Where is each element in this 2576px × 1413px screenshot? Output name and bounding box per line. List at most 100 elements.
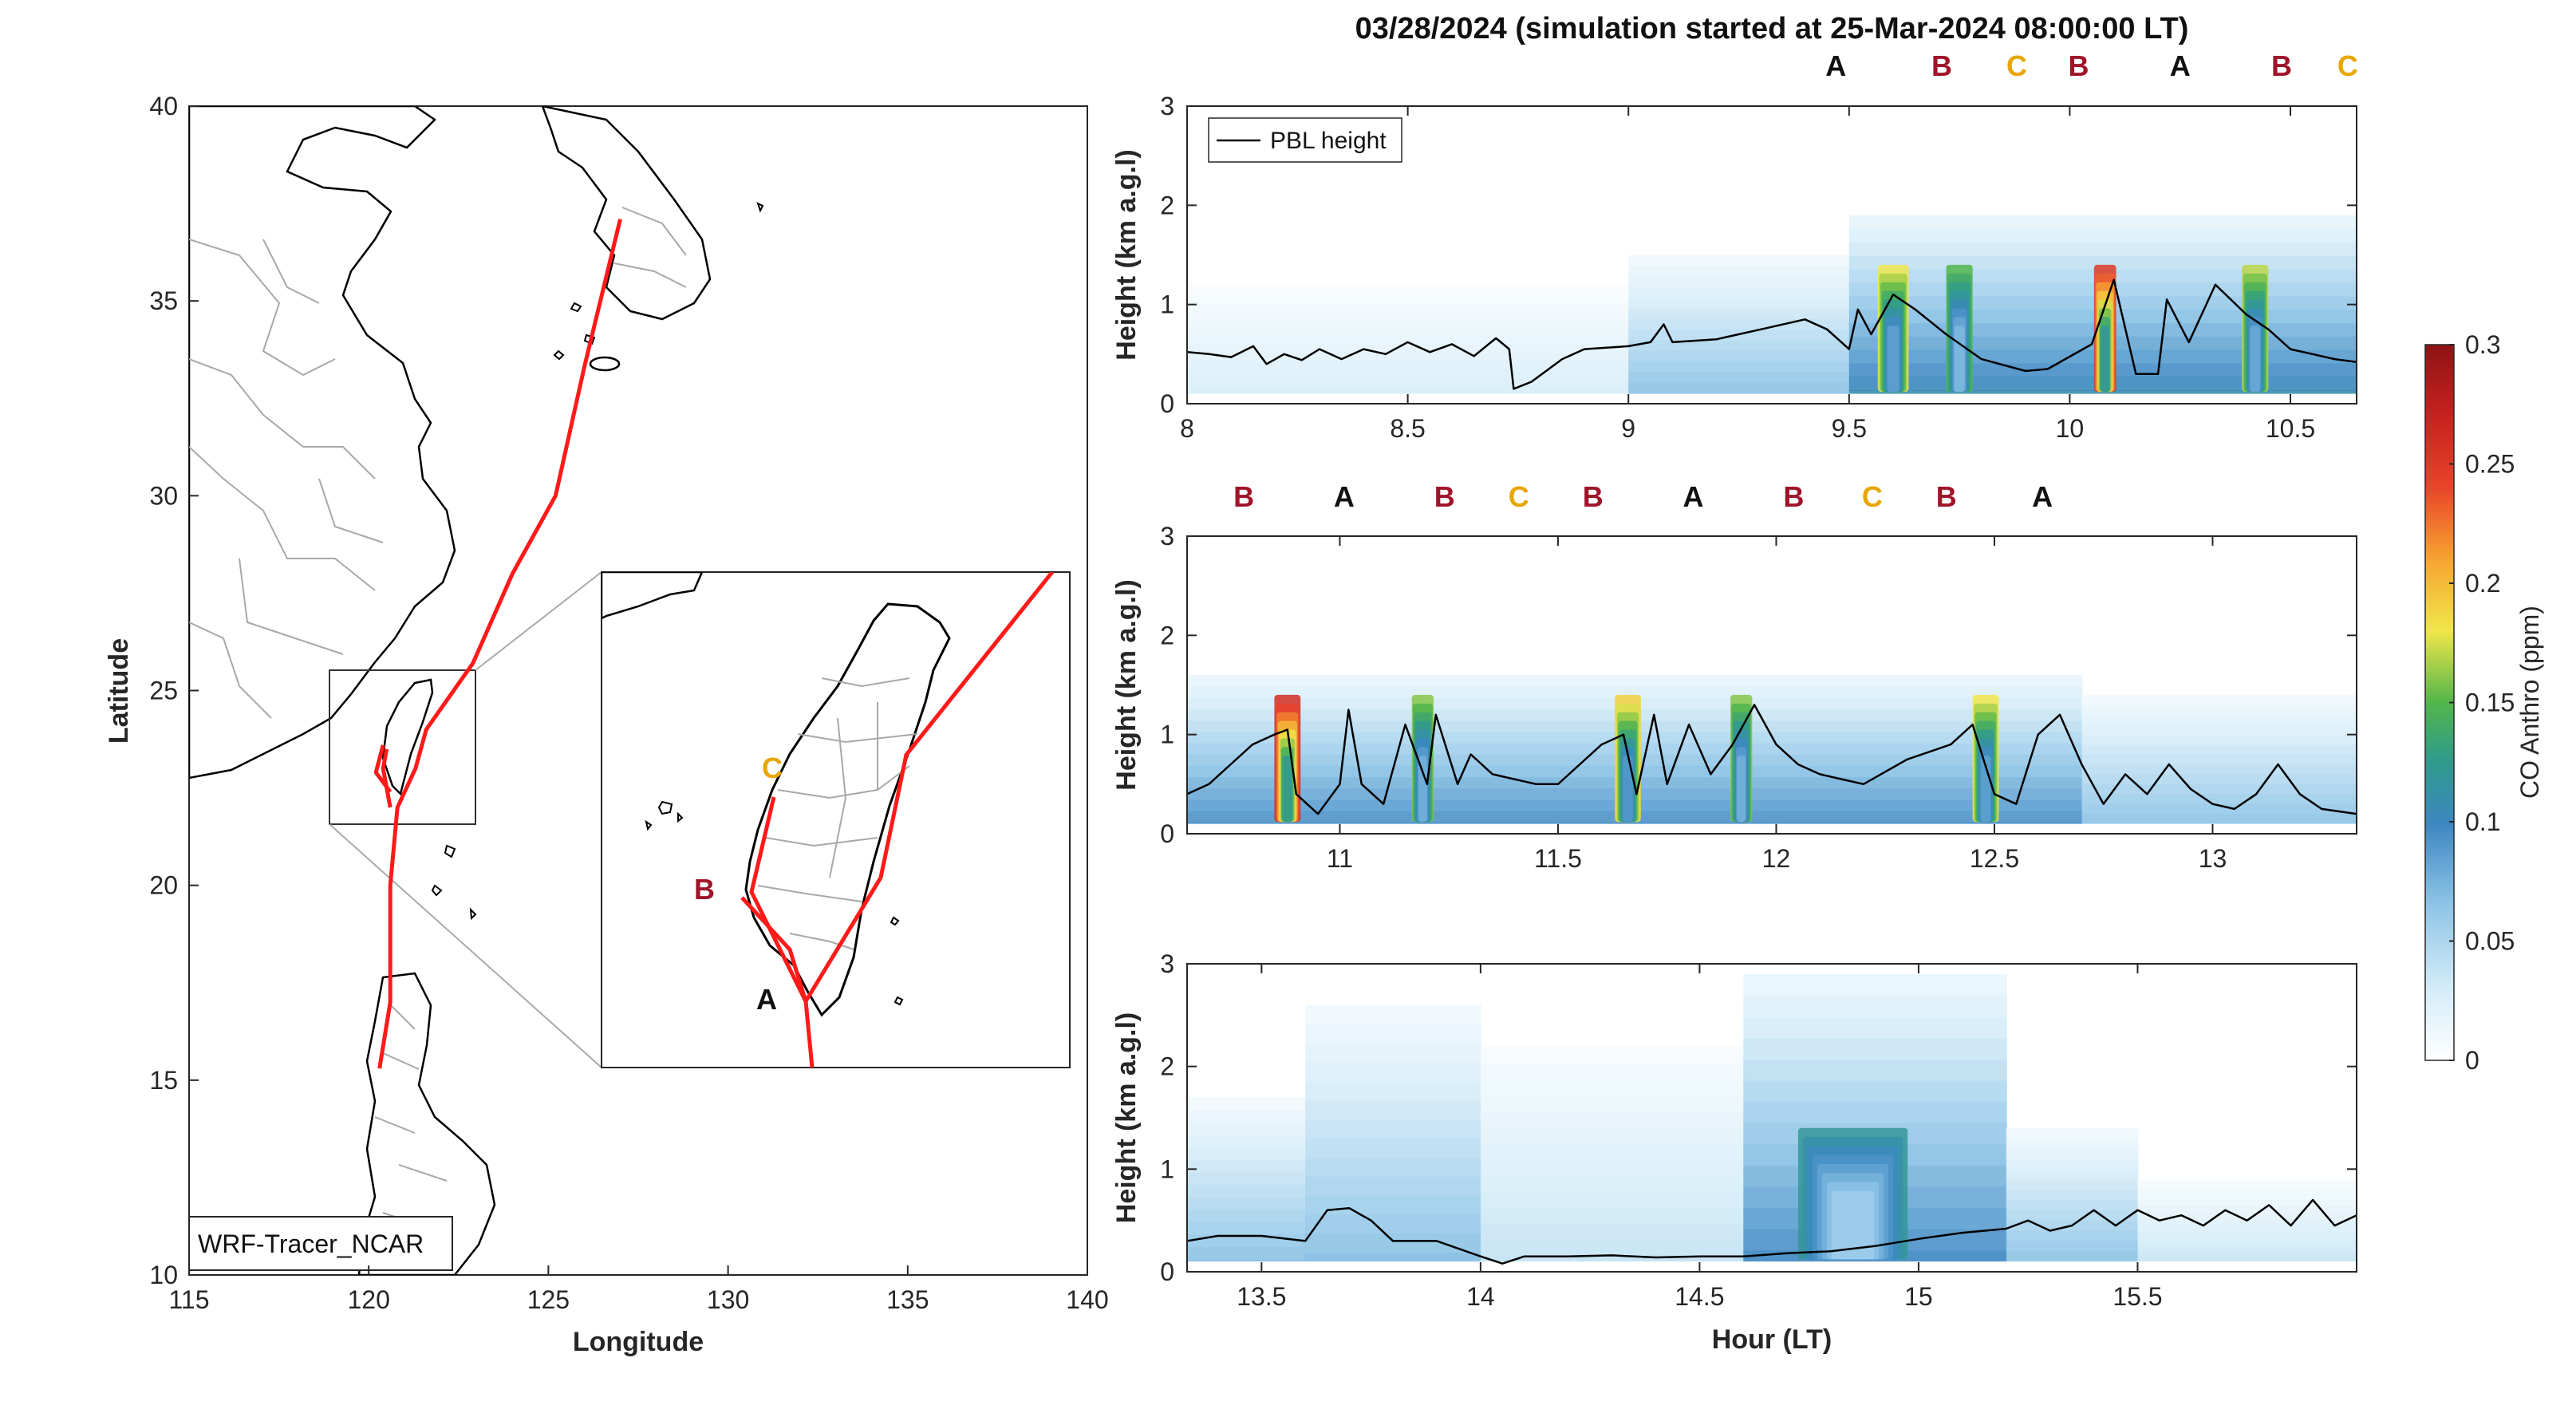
inset-trajectory-layer xyxy=(740,572,1054,1068)
trajectory-track-branch-2 xyxy=(373,744,393,793)
co-background-cell xyxy=(1628,340,1850,352)
taiwan-coastline-main xyxy=(381,678,434,796)
co-hotspot xyxy=(1954,326,1965,393)
co-background-cell xyxy=(1628,308,1850,320)
trajectory-track-branch-1 xyxy=(381,748,393,808)
colorbar-label: CO Anthro (ppm) xyxy=(2515,606,2544,799)
co-background-cell xyxy=(1628,372,1850,384)
x-tick-label: 11.5 xyxy=(1534,844,1582,873)
co-background-cell xyxy=(1305,1195,1481,1216)
co-background-cell xyxy=(1187,1184,1307,1198)
co-background-cell xyxy=(1743,1080,2007,1103)
inset-map: C B A xyxy=(601,571,1071,1068)
inset-track-b xyxy=(740,896,808,1002)
map-x-tick-label: 120 xyxy=(348,1285,390,1314)
x-tick-label: 10 xyxy=(2056,414,2085,443)
pbl-height-line xyxy=(1187,704,2357,815)
panel-2-ground-strip xyxy=(1187,823,2357,834)
inset-label-c: C xyxy=(762,752,783,784)
map-y-tick-label: 25 xyxy=(149,677,178,705)
co-background-cell xyxy=(1480,1158,1745,1176)
co-background-cell xyxy=(2081,734,2357,746)
zoom-connector-top xyxy=(475,571,602,671)
co-background-cell xyxy=(1305,1138,1481,1158)
co-background-cell xyxy=(1187,369,1630,380)
green-island xyxy=(890,916,904,1006)
co-background-cell xyxy=(1187,318,1630,329)
y-tick-label: 0 xyxy=(1160,819,1174,848)
x-axis-label: Hour (LT) xyxy=(1712,1324,1832,1355)
panel-1-ground-strip xyxy=(1187,393,2357,404)
co-background-cell xyxy=(1187,1135,1307,1148)
panel-3: 13.5 14 14.5 15 15.5 0 1 2 3 Height (km a.g.l) xyxy=(1111,949,2357,1311)
event-marker: A xyxy=(2032,480,2053,513)
co-background-cell xyxy=(2137,1212,2357,1220)
co-background-cell xyxy=(1628,255,1850,266)
map-y-tick-label: 30 xyxy=(149,481,178,510)
co-background-cell xyxy=(2081,783,2357,795)
y-axis-label: Height (km a.g.l) xyxy=(1111,579,1142,790)
co-background-cell xyxy=(2137,1252,2357,1260)
event-marker: A xyxy=(1334,480,1355,513)
co-background-cell xyxy=(1305,1157,1481,1178)
inset-track-c xyxy=(749,796,808,1003)
co-background-cell xyxy=(2081,803,2357,815)
colorbar-tick-label: 0.25 xyxy=(2465,450,2515,479)
map-y-tick-label: 15 xyxy=(149,1066,178,1095)
panel-3-co-field xyxy=(1187,973,2357,1272)
co-background-cell xyxy=(2137,1199,2357,1207)
y-tick-label: 1 xyxy=(1160,290,1174,319)
y-tick-label: 2 xyxy=(1160,1052,1174,1081)
map-y-tick-label: 35 xyxy=(149,286,178,315)
map-y-ticks: 10 15 20 25 30 35 40 xyxy=(149,92,199,1289)
co-background-cell xyxy=(1480,1045,1745,1064)
map-legend-box xyxy=(188,1216,453,1271)
co-background-cell xyxy=(1305,1119,1481,1139)
co-background-cell xyxy=(1305,1176,1481,1197)
event-marker: B xyxy=(1931,49,1952,82)
x-tick-label: 10.5 xyxy=(2266,414,2315,443)
y-tick-label: 3 xyxy=(1160,92,1174,120)
co-background-cell xyxy=(1628,350,1850,362)
co-background-cell xyxy=(2006,1199,2139,1211)
y-tick-label: 1 xyxy=(1160,1154,1174,1183)
penghu-islands xyxy=(645,800,684,831)
china-province-borders xyxy=(189,239,384,719)
y-tick-label: 1 xyxy=(1160,720,1174,749)
y-axis-label: Height (km a.g.l) xyxy=(1111,1012,1142,1223)
co-background-cell xyxy=(1743,1059,2007,1082)
taiwan-coastline-inset xyxy=(744,602,951,1017)
co-background-cell xyxy=(1305,1004,1481,1025)
co-background-cell xyxy=(2081,814,2357,825)
co-background-cell xyxy=(1480,1207,1745,1225)
panel-3-ground-strip xyxy=(1187,1261,2357,1272)
co-hotspot xyxy=(2250,326,2261,393)
co-background-cell xyxy=(2081,714,2357,726)
co-background-cell xyxy=(1480,1110,1745,1128)
colorbar-tick-label: 0 xyxy=(2465,1046,2479,1075)
co-background-cell xyxy=(1480,1174,1745,1192)
inset-label-a: A xyxy=(756,983,777,1016)
co-background-cell xyxy=(1187,1172,1307,1186)
co-background-cell xyxy=(2081,694,2357,706)
co-background-cell xyxy=(1187,310,1630,320)
jeju-island xyxy=(589,356,621,372)
co-hotspot xyxy=(1418,756,1427,823)
co-background-cell xyxy=(2137,1238,2357,1246)
x-tick-label: 14 xyxy=(1466,1282,1495,1311)
co-background-cell xyxy=(1187,1246,1307,1261)
co-background-cell xyxy=(2081,724,2357,736)
co-background-cell xyxy=(1187,353,1630,362)
co-background-cell xyxy=(2006,1251,2139,1263)
co-background-cell xyxy=(1480,1143,1745,1160)
co-background-cell xyxy=(1187,344,1630,354)
trajectory-layer xyxy=(373,219,622,1069)
colorbar-tick-label: 0.1 xyxy=(2465,807,2500,836)
y-tick-label: 2 xyxy=(1160,621,1174,649)
x-tick-label: 11 xyxy=(1327,844,1353,873)
co-background-cell xyxy=(1187,386,1630,397)
co-background-cell xyxy=(1187,361,1630,371)
co-background-cell xyxy=(1187,327,1630,337)
map-y-label: Latitude xyxy=(104,638,134,744)
co-background-cell xyxy=(1628,382,1850,394)
